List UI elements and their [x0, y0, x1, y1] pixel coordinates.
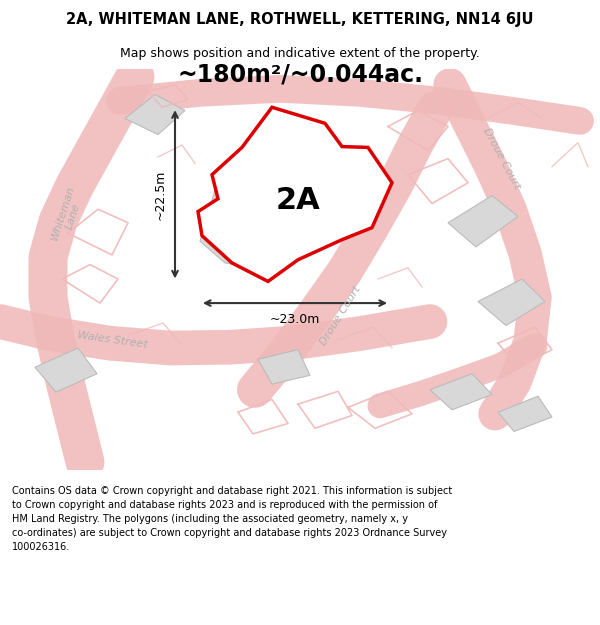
Polygon shape [198, 107, 392, 281]
Text: Whiteman
Lane: Whiteman Lane [49, 184, 87, 245]
Polygon shape [448, 196, 518, 247]
Text: Droue Court: Droue Court [482, 126, 523, 191]
Text: 2A: 2A [275, 186, 320, 215]
Polygon shape [258, 349, 310, 384]
Text: Droue Court: Droue Court [318, 284, 362, 348]
Text: ~23.0m: ~23.0m [270, 312, 320, 326]
Polygon shape [430, 374, 492, 410]
Polygon shape [200, 173, 318, 271]
Text: ~180m²/~0.044ac.: ~180m²/~0.044ac. [177, 62, 423, 86]
Text: 2A, WHITEMAN LANE, ROTHWELL, KETTERING, NN14 6JU: 2A, WHITEMAN LANE, ROTHWELL, KETTERING, … [66, 12, 534, 27]
Text: Map shows position and indicative extent of the property.: Map shows position and indicative extent… [120, 47, 480, 60]
Text: Wales Street: Wales Street [76, 330, 148, 350]
Text: Contains OS data © Crown copyright and database right 2021. This information is : Contains OS data © Crown copyright and d… [12, 486, 452, 551]
Polygon shape [35, 348, 97, 392]
Polygon shape [125, 94, 185, 134]
Polygon shape [478, 279, 545, 326]
Text: ~22.5m: ~22.5m [154, 169, 167, 219]
Polygon shape [498, 396, 552, 431]
